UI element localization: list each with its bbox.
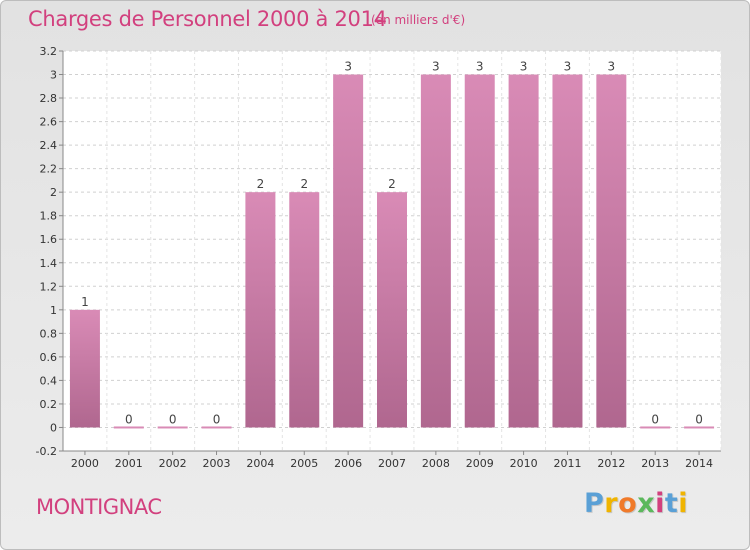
data-label: 3 (476, 60, 484, 74)
y-tick-label: 2.4 (40, 139, 58, 152)
y-tick-label: 2.6 (40, 116, 58, 129)
y-tick-label: 1.2 (40, 280, 58, 293)
data-label: 3 (344, 60, 352, 74)
x-tick-label: 2010 (510, 457, 538, 470)
y-tick-label: 0.2 (40, 398, 58, 411)
bar-2008 (420, 74, 451, 428)
bar-2013 (640, 426, 671, 429)
x-tick-label: 2005 (290, 457, 318, 470)
x-tick-label: 2014 (685, 457, 713, 470)
data-label: 0 (213, 412, 221, 426)
bar-2002 (157, 426, 188, 429)
bar-2003 (201, 426, 232, 429)
x-tick-label: 2011 (553, 457, 581, 470)
logo-letter: P (584, 488, 605, 519)
x-tick-label: 2001 (115, 457, 143, 470)
proxiti-logo: Proxiti (584, 488, 688, 519)
y-tick-label: 2.2 (40, 163, 58, 176)
x-tick-label: 2002 (159, 457, 187, 470)
bar-2009 (464, 74, 495, 428)
bar-2010 (508, 74, 539, 428)
data-label: 0 (125, 412, 133, 426)
y-tick-label: 3 (50, 69, 57, 82)
data-label: 2 (388, 177, 396, 191)
bar-2007 (377, 192, 407, 428)
data-label: 0 (651, 412, 659, 426)
logo-letter: o (618, 488, 638, 519)
bar-2012 (596, 74, 627, 428)
x-tick-label: 2012 (597, 457, 625, 470)
bar-2001 (113, 426, 144, 429)
chart-title: Charges de Personnel 2000 à 2014 (28, 7, 387, 31)
y-tick-label: 1.4 (40, 257, 58, 270)
y-tick-label: 3.2 (40, 45, 58, 58)
data-label: 1 (81, 295, 89, 309)
x-tick-label: 2008 (422, 457, 450, 470)
data-label: 2 (257, 177, 265, 191)
y-tick-label: 0 (50, 421, 57, 434)
data-label: 2 (300, 177, 308, 191)
bar-2011 (552, 74, 583, 428)
y-tick-label: 0.4 (40, 374, 58, 387)
bar-2006 (333, 74, 364, 428)
x-tick-label: 2000 (71, 457, 99, 470)
x-tick-label: 2004 (246, 457, 274, 470)
logo-letter: x (637, 488, 656, 519)
data-label: 3 (520, 60, 528, 74)
y-tick-label: 0.6 (40, 351, 58, 364)
place-name: MONTIGNAC (36, 495, 162, 519)
y-tick-label: 1.8 (40, 210, 58, 223)
data-label: 3 (432, 60, 440, 74)
bar-2005 (289, 192, 320, 428)
data-label: 3 (608, 60, 616, 74)
bar-2000 (69, 309, 100, 428)
y-tick-label: 1 (50, 304, 57, 317)
x-tick-label: 2009 (466, 457, 494, 470)
data-label: 3 (564, 60, 572, 74)
logo-letter: r (604, 488, 619, 519)
x-tick-label: 2007 (378, 457, 406, 470)
logo-letter: i (655, 488, 665, 519)
data-label: 0 (695, 412, 703, 426)
chart-subtitle: (en milliers d'€) (371, 13, 466, 27)
y-tick-label: 2 (50, 186, 57, 199)
x-tick-label: 2006 (334, 457, 362, 470)
logo-letter: i (678, 488, 689, 519)
bar-2014 (684, 426, 715, 429)
x-tick-label: 2013 (641, 457, 669, 470)
logo-letter: t (664, 488, 679, 519)
data-label: 0 (169, 412, 177, 426)
y-tick-label: 1.6 (40, 233, 58, 246)
y-tick-label: 0.8 (40, 327, 58, 340)
y-tick-label: 2.8 (40, 92, 58, 105)
bar-2004 (245, 192, 276, 428)
x-tick-label: 2003 (203, 457, 231, 470)
y-tick-label: -0.2 (36, 445, 57, 458)
